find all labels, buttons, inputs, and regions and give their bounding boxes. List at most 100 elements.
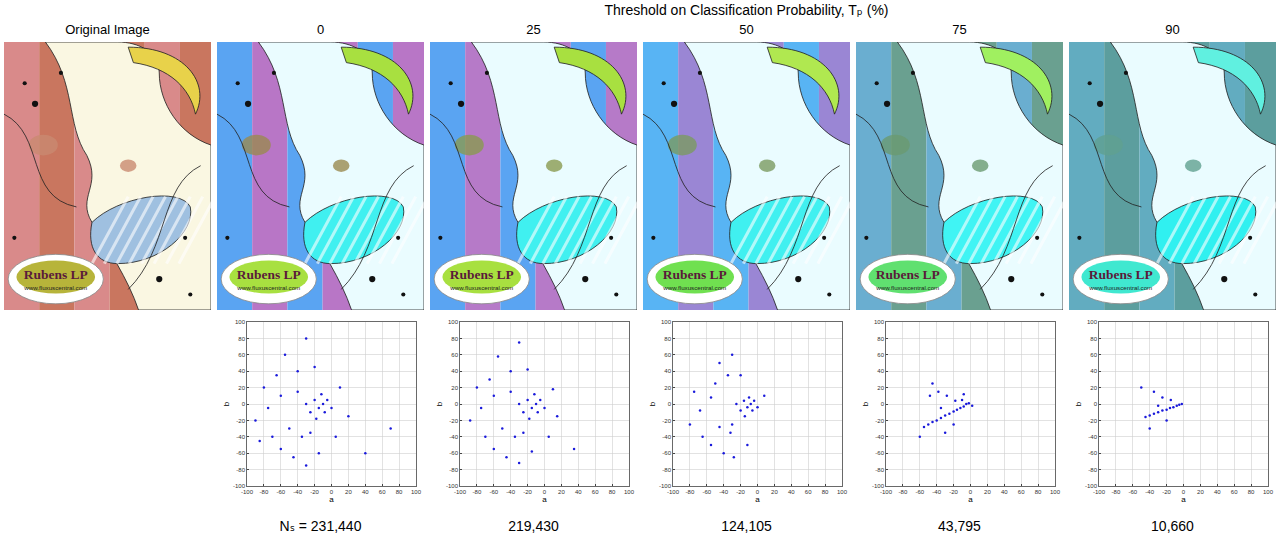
svg-text:20: 20: [1090, 385, 1097, 391]
svg-text:-20: -20: [875, 418, 884, 424]
svg-text:-40: -40: [875, 434, 884, 440]
svg-text:-80: -80: [686, 489, 695, 495]
svg-text:-80: -80: [1088, 467, 1097, 473]
svg-text:40: 40: [664, 368, 671, 374]
svg-text:-60: -60: [875, 450, 884, 456]
svg-text:20: 20: [1197, 489, 1204, 495]
svg-text:-100: -100: [872, 483, 885, 489]
svg-text:100: 100: [624, 489, 635, 495]
svg-text:0: 0: [330, 489, 334, 495]
svg-text:60: 60: [664, 352, 671, 358]
svg-text:-40: -40: [1145, 489, 1154, 495]
svg-text:-40: -40: [236, 434, 245, 440]
svg-text:-20: -20: [949, 489, 958, 495]
svg-text:60: 60: [379, 489, 386, 495]
svg-text:40: 40: [877, 368, 884, 374]
svg-text:20: 20: [558, 489, 565, 495]
svg-text:60: 60: [451, 352, 458, 358]
svg-text:b: b: [222, 401, 231, 406]
svg-text:0: 0: [242, 401, 246, 407]
svg-text:80: 80: [451, 336, 458, 342]
svg-text:a: a: [968, 495, 973, 504]
svg-text:b: b: [435, 401, 444, 406]
svg-text:-60: -60: [915, 489, 924, 495]
svg-text:-80: -80: [875, 467, 884, 473]
svg-text:60: 60: [592, 489, 599, 495]
svg-text:-80: -80: [473, 489, 482, 495]
svg-text:0: 0: [881, 401, 885, 407]
svg-text:100: 100: [874, 319, 885, 325]
svg-text:-80: -80: [899, 489, 908, 495]
svg-text:a: a: [1181, 495, 1186, 504]
svg-text:www.fluxuscentral.com: www.fluxuscentral.com: [1088, 284, 1152, 291]
svg-text:40: 40: [788, 489, 795, 495]
svg-text:0: 0: [756, 489, 760, 495]
svg-text:-60: -60: [236, 450, 245, 456]
svg-text:-20: -20: [736, 489, 745, 495]
svg-text:Rubens LP: Rubens LP: [1089, 267, 1153, 282]
svg-text:80: 80: [664, 336, 671, 342]
svg-text:40: 40: [1001, 489, 1008, 495]
svg-text:-60: -60: [702, 489, 711, 495]
svg-text:-100: -100: [241, 489, 254, 495]
svg-text:a: a: [329, 495, 334, 504]
svg-text:-40: -40: [449, 434, 458, 440]
svg-text:-100: -100: [446, 483, 459, 489]
svg-text:-80: -80: [1112, 489, 1121, 495]
svg-text:40: 40: [451, 368, 458, 374]
svg-text:-20: -20: [310, 489, 319, 495]
svg-text:-60: -60: [449, 450, 458, 456]
svg-text:0: 0: [1094, 401, 1098, 407]
svg-text:-40: -40: [719, 489, 728, 495]
svg-text:-20: -20: [449, 418, 458, 424]
svg-text:20: 20: [238, 385, 245, 391]
svg-text:20: 20: [345, 489, 352, 495]
svg-text:0: 0: [969, 489, 973, 495]
svg-text:0: 0: [455, 401, 459, 407]
svg-text:Rubens LP: Rubens LP: [876, 267, 940, 282]
svg-text:www.fluxuscentral.com: www.fluxuscentral.com: [449, 284, 513, 291]
svg-text:b: b: [648, 401, 657, 406]
svg-text:20: 20: [984, 489, 991, 495]
svg-text:20: 20: [877, 385, 884, 391]
svg-text:-20: -20: [1162, 489, 1171, 495]
svg-text:40: 40: [575, 489, 582, 495]
svg-text:80: 80: [609, 489, 616, 495]
svg-text:-100: -100: [1085, 483, 1098, 489]
svg-text:40: 40: [362, 489, 369, 495]
svg-text:www.fluxuscentral.com: www.fluxuscentral.com: [236, 284, 300, 291]
svg-text:60: 60: [805, 489, 812, 495]
svg-text:60: 60: [1090, 352, 1097, 358]
svg-text:60: 60: [1018, 489, 1025, 495]
svg-text:40: 40: [1214, 489, 1221, 495]
svg-text:-20: -20: [236, 418, 245, 424]
svg-text:-100: -100: [659, 483, 672, 489]
svg-text:-80: -80: [662, 467, 671, 473]
svg-text:-40: -40: [662, 434, 671, 440]
svg-text:Rubens LP: Rubens LP: [24, 267, 88, 282]
svg-text:60: 60: [238, 352, 245, 358]
svg-text:-100: -100: [880, 489, 893, 495]
svg-text:b: b: [861, 401, 870, 406]
svg-text:100: 100: [235, 319, 246, 325]
svg-text:80: 80: [1248, 489, 1255, 495]
svg-text:20: 20: [451, 385, 458, 391]
svg-text:-100: -100: [667, 489, 680, 495]
svg-text:-80: -80: [236, 467, 245, 473]
svg-text:-60: -60: [276, 489, 285, 495]
svg-text:-100: -100: [1093, 489, 1106, 495]
svg-text:-40: -40: [506, 489, 515, 495]
svg-text:a: a: [755, 495, 760, 504]
svg-text:www.fluxuscentral.com: www.fluxuscentral.com: [23, 284, 87, 291]
svg-text:-60: -60: [1128, 489, 1137, 495]
svg-text:20: 20: [664, 385, 671, 391]
svg-text:-60: -60: [489, 489, 498, 495]
svg-text:0: 0: [543, 489, 547, 495]
svg-text:100: 100: [1050, 489, 1061, 495]
svg-text:-100: -100: [454, 489, 467, 495]
svg-text:100: 100: [837, 489, 848, 495]
svg-text:-60: -60: [1088, 450, 1097, 456]
svg-text:40: 40: [238, 368, 245, 374]
svg-text:Rubens LP: Rubens LP: [237, 267, 301, 282]
svg-text:-60: -60: [662, 450, 671, 456]
